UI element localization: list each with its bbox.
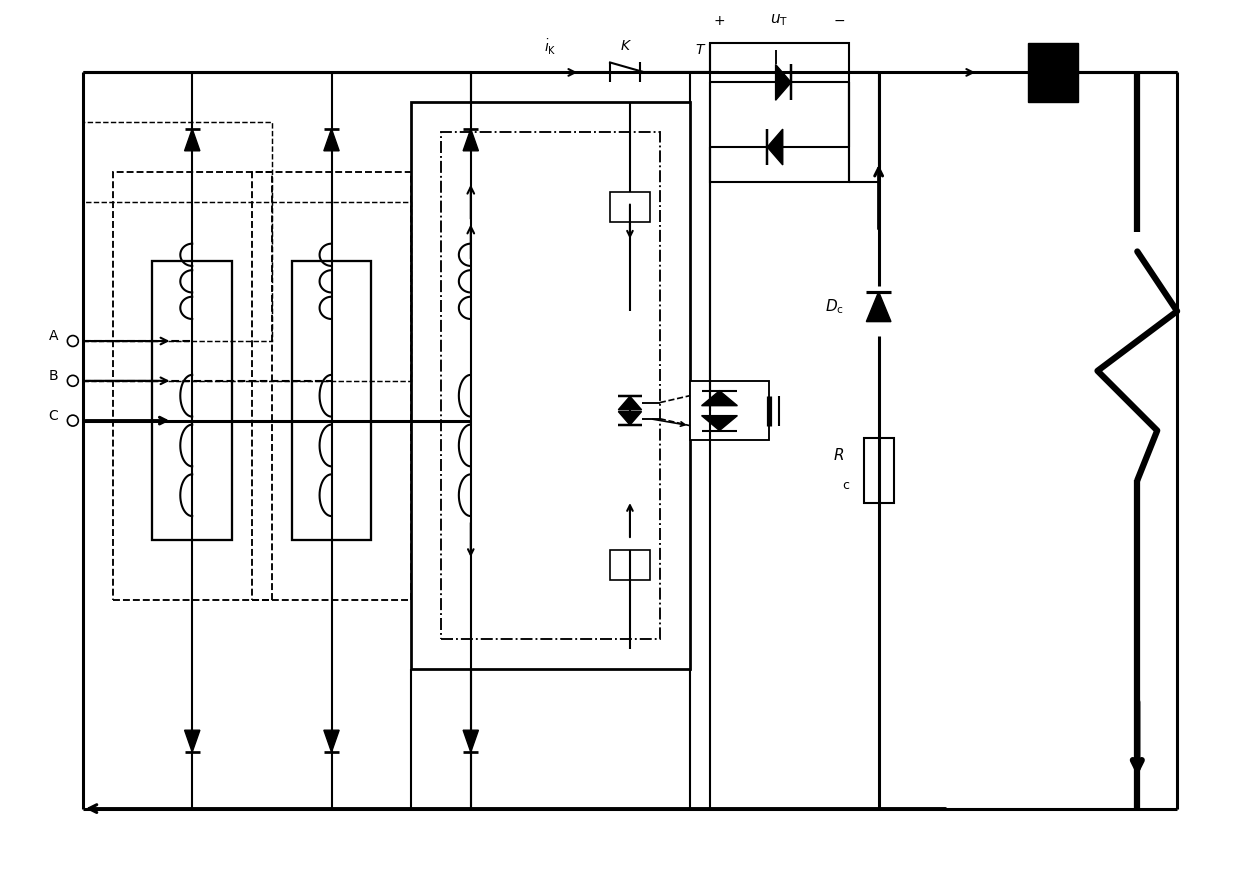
Text: −: − <box>833 13 844 27</box>
Polygon shape <box>185 129 200 151</box>
Text: B: B <box>48 369 58 383</box>
Text: +: + <box>714 13 725 27</box>
Bar <box>113 172 272 600</box>
Text: K: K <box>620 39 630 53</box>
Bar <box>1028 42 1078 102</box>
Bar <box>709 42 849 181</box>
Text: A: A <box>48 329 58 343</box>
Polygon shape <box>768 130 782 165</box>
Polygon shape <box>702 416 738 431</box>
Bar <box>610 550 650 580</box>
Polygon shape <box>185 730 200 752</box>
Bar <box>864 438 894 503</box>
Bar <box>412 102 689 670</box>
Bar <box>689 381 769 440</box>
Text: C: C <box>48 409 58 423</box>
Text: c: c <box>842 478 849 492</box>
Bar <box>291 262 371 540</box>
Text: $u_{\rm T}$: $u_{\rm T}$ <box>770 12 789 27</box>
Polygon shape <box>324 730 340 752</box>
Polygon shape <box>619 396 641 410</box>
Bar <box>153 262 232 540</box>
Text: $D_{\rm c}$: $D_{\rm c}$ <box>825 297 844 315</box>
Polygon shape <box>324 129 340 151</box>
Text: $R$: $R$ <box>833 448 844 463</box>
Bar <box>83 202 412 381</box>
Bar <box>83 122 272 341</box>
Polygon shape <box>619 411 641 425</box>
Text: T: T <box>696 43 704 57</box>
Polygon shape <box>775 64 791 100</box>
Polygon shape <box>463 730 479 752</box>
Bar <box>441 132 660 640</box>
Polygon shape <box>867 292 892 322</box>
Polygon shape <box>702 391 738 405</box>
Polygon shape <box>463 129 479 151</box>
Bar <box>252 172 412 600</box>
Bar <box>610 192 650 222</box>
Text: $\dot{\imath}_{\rm K}$: $\dot{\imath}_{\rm K}$ <box>544 39 557 57</box>
